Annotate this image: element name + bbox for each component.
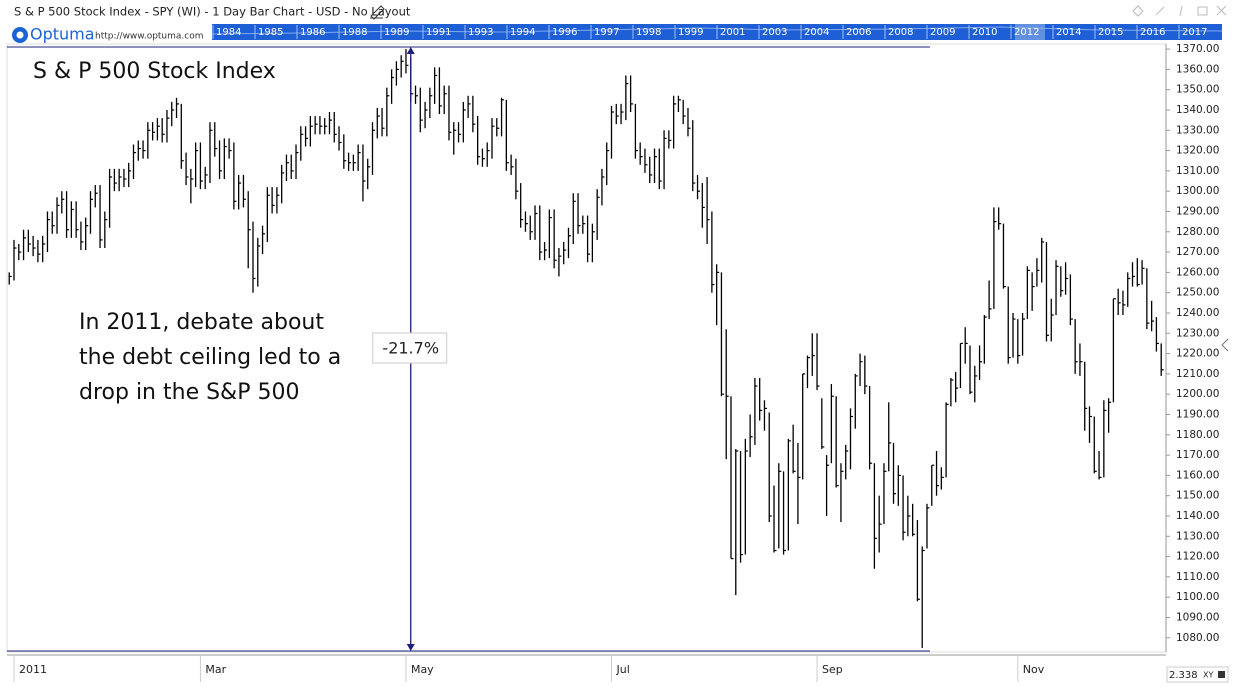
logo: Optuma http://www.optuma.com [12,25,204,44]
measure-label-box [372,332,448,364]
navigator-year: 2006 [846,27,871,38]
y-tick-label: 1190.00 [1176,408,1219,420]
y-tick-label: 1330.00 [1176,124,1219,136]
navigator-year: 2012 [1014,27,1039,38]
y-tick-label: 1270.00 [1176,246,1219,258]
zoom-box[interactable] [1166,666,1229,683]
y-tick-label: 1240.00 [1176,307,1219,319]
navigator-year: 2008 [888,27,913,38]
navigator-year: 1984 [216,27,241,38]
zoom-lock[interactable] [1218,671,1225,678]
measure-label: -21.7% [382,339,439,358]
y-tick-label: 1130.00 [1176,530,1219,542]
navigator-year: 2010 [972,27,997,38]
navigator-year: 1996 [552,27,577,38]
annotation-line: In 2011, debate about [79,310,324,335]
x-tick-label: 2011 [19,663,47,676]
annotation: In 2011, debate about the debt ceiling le… [79,310,341,405]
logo-text: Optuma [30,25,95,44]
y-tick-label: 1280.00 [1176,226,1219,238]
navigator-window[interactable] [1015,24,1045,40]
y-tick-label: 1090.00 [1176,611,1219,623]
annotation-line: the debt ceiling led to a [79,345,341,370]
y-tick-label: 1370.00 [1176,43,1219,55]
window-title: S & P 500 Stock Index - SPY (WI) - 1 Day… [14,5,411,19]
edit-icon[interactable] [370,5,385,20]
navigator-year: 1991 [426,27,451,38]
navigator-year: 2003 [762,27,787,38]
navigator-year: 2016 [1140,27,1165,38]
navigator-year: 1997 [594,27,619,38]
y-tick-label: 1310.00 [1176,165,1219,177]
chart-title: S & P 500 Stock Index [33,59,276,84]
collapse-arrow[interactable] [1221,338,1229,352]
y-tick-label: 1210.00 [1176,368,1219,380]
y-tick-label: 1300.00 [1176,185,1219,197]
y-tick-label: 1160.00 [1176,469,1219,481]
y-tick-label: 1170.00 [1176,449,1219,461]
y-tick-label: 1250.00 [1176,287,1219,299]
navigator-year: 1986 [300,27,325,38]
window-icons[interactable] [1132,5,1227,17]
navigator-year: 2017 [1182,27,1207,38]
navigator-year: 1994 [510,27,535,38]
y-tick-label: 1140.00 [1176,510,1219,522]
navigator-year: 2004 [804,27,829,38]
plot: 1080.00 1090.00 1100.00 1110.00 1120.00 1130.… [7,43,1219,682]
y-tick-label: 1100.00 [1176,591,1219,603]
zoom-mode[interactable]: XY [1203,671,1213,680]
x-tick-label: Mar [205,663,226,676]
navigator-year: 1998 [636,27,661,38]
navigator-years: 1984 1985 1986 1988 1989 1991 1993 1994 1996 1997… [212,25,1207,39]
y-tick-label: 1230.00 [1176,327,1219,339]
navigator-year: 2014 [1056,27,1081,38]
y-tick-label: 1080.00 [1176,632,1219,644]
x-tick-label: Jul [616,663,630,676]
y-tick-label: 1120.00 [1176,551,1219,563]
zoom-value: 2.338 [1169,670,1198,681]
navigator-year: 1988 [342,27,367,38]
y-tick-label: 1180.00 [1176,429,1219,441]
navigator-year: 1989 [384,27,409,38]
x-tick-label: May [411,663,434,676]
navigator-year: 2001 [720,27,745,38]
navigator-year: 1999 [678,27,703,38]
navigator-year: 2009 [930,27,955,38]
x-tick-label: Nov [1023,663,1045,676]
y-tick-label: 1340.00 [1176,104,1219,116]
y-tick-label: 1290.00 [1176,205,1219,217]
y-tick-label: 1150.00 [1176,490,1219,502]
logo-url: http://www.optuma.com [95,32,204,42]
x-tick-label: Sep [822,663,843,676]
y-tick-label: 1360.00 [1176,63,1219,75]
y-tick-label: 1350.00 [1176,84,1219,96]
annotation-line: drop in the S&P 500 [79,380,299,405]
y-tick-label: 1200.00 [1176,388,1219,400]
navigator-year: 1993 [468,27,493,38]
y-tick-label: 1260.00 [1176,266,1219,278]
y-tick-label: 1320.00 [1176,145,1219,157]
y-tick-label: 1110.00 [1176,571,1219,583]
y-tick-label: 1220.00 [1176,348,1219,360]
navigator-year: 2015 [1098,27,1123,38]
navigator-year: 1985 [258,27,283,38]
